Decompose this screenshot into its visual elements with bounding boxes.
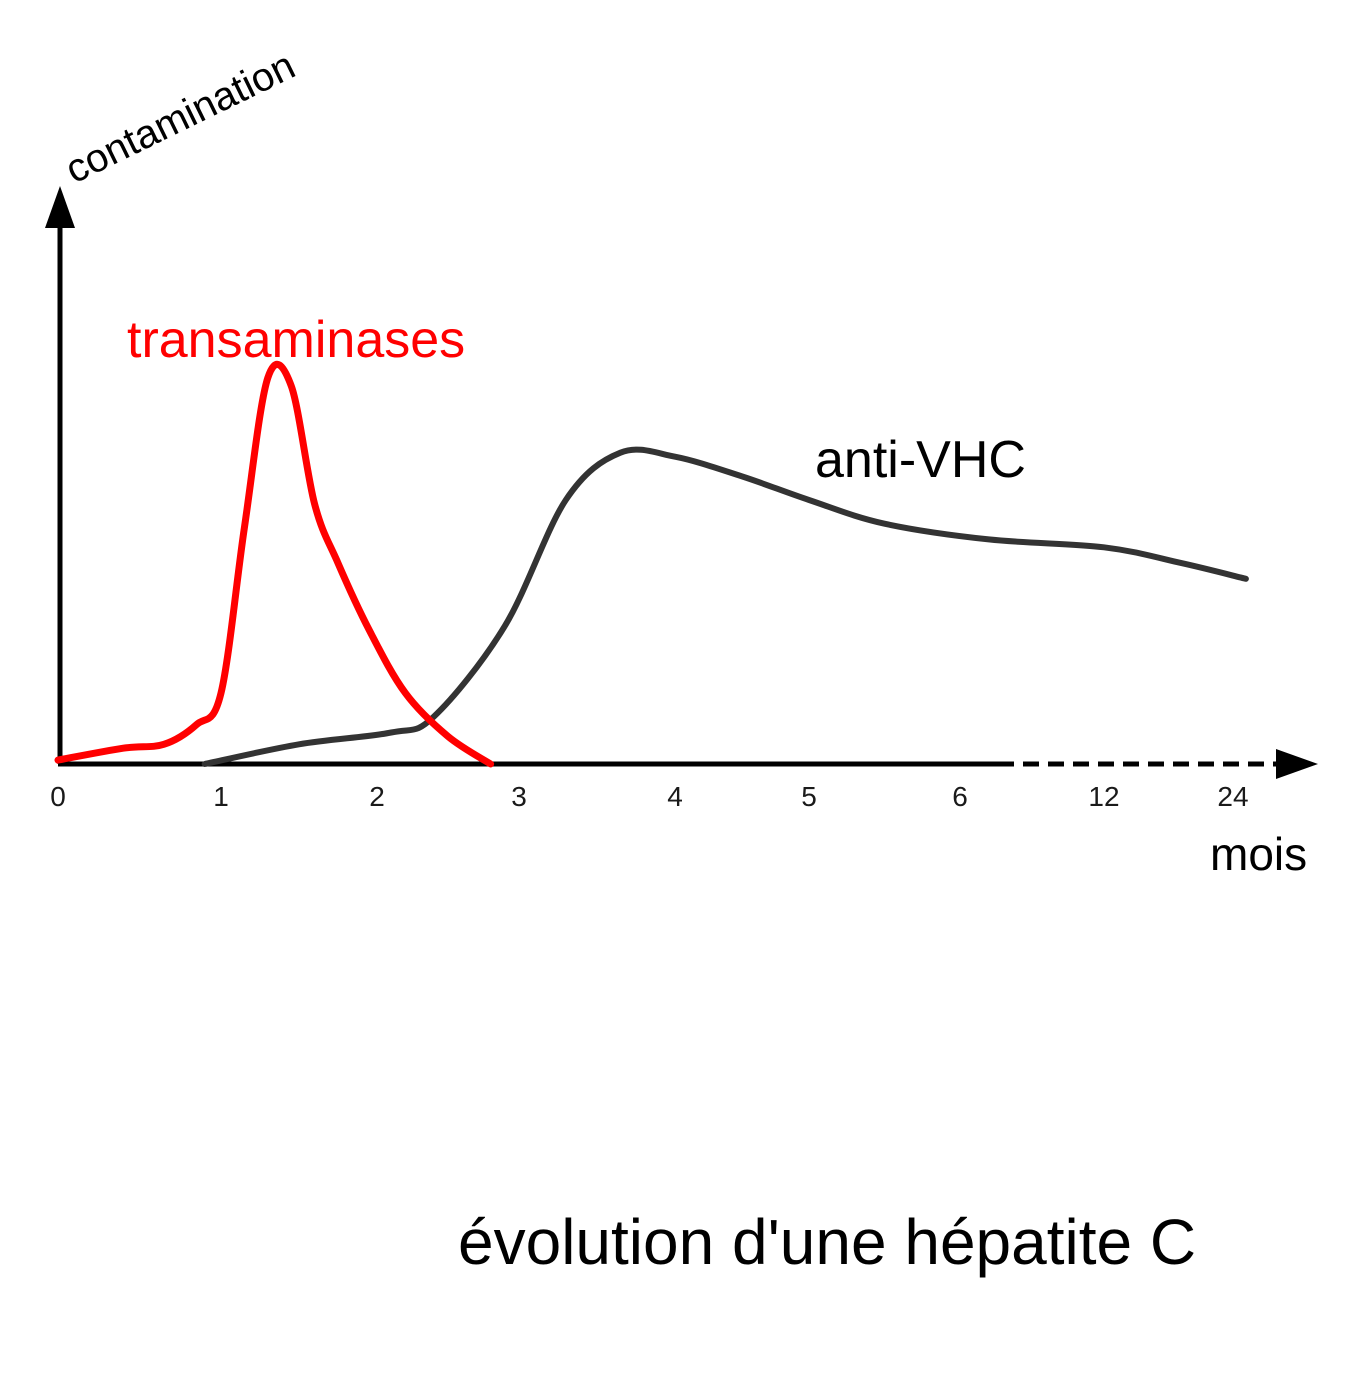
x-axis-arrow-icon (1276, 749, 1318, 779)
x-tick-label: 2 (369, 781, 385, 812)
x-tick-label: 4 (667, 781, 683, 812)
x-tick-label: 1 (213, 781, 229, 812)
y-axis-arrow-icon (45, 186, 75, 228)
x-tick-label: 6 (952, 781, 968, 812)
series-line-transaminases (54, 360, 495, 768)
x-tick-label: 12 (1088, 781, 1119, 812)
series-label-anti-vhc: anti-VHC (815, 431, 1026, 489)
series-line-anti-vhc (201, 446, 1249, 767)
figure-caption: évolution d'une hépatite C (458, 1206, 1196, 1278)
x-tick-label: 5 (801, 781, 817, 812)
series-label-transaminases: transaminases (127, 311, 465, 369)
x-tick-label: 3 (511, 781, 527, 812)
series-layer (54, 360, 1249, 768)
x-tick-labels: 0 1 2 3 4 5 6 12 24 (50, 781, 1248, 812)
y-axis-label: contamination (59, 43, 302, 192)
y-axis (45, 186, 75, 764)
x-tick-label: 24 (1217, 781, 1248, 812)
x-tick-label: 0 (50, 781, 66, 812)
x-axis-label: mois (1210, 828, 1307, 880)
